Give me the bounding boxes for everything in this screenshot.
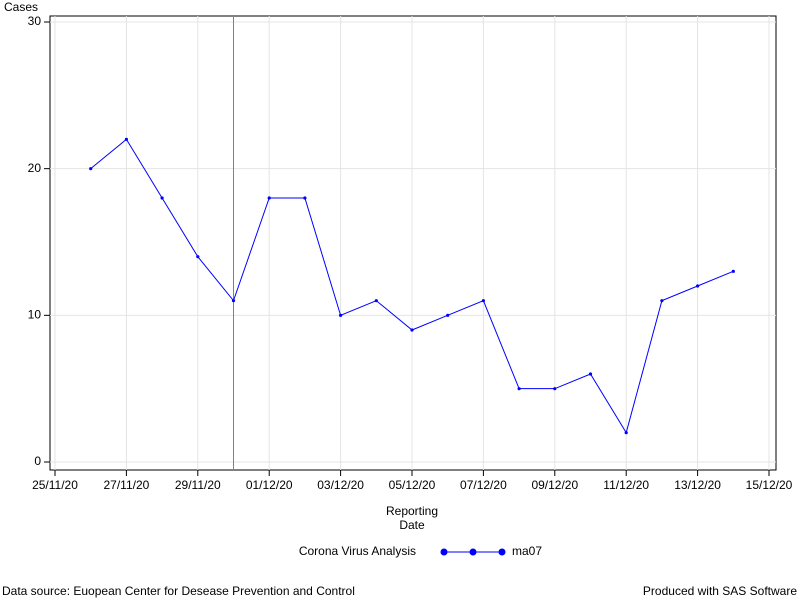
y-tick-label: 30 [28,14,42,28]
data-point [553,387,557,391]
legend-title: Corona Virus Analysis [299,544,416,558]
data-point [588,372,593,376]
y-tick-label: 10 [28,308,42,322]
x-tick-label: 01/12/20 [246,478,293,492]
data-point [303,196,307,200]
data-point [660,299,664,303]
x-tick-label: 11/12/20 [603,478,649,492]
data-point [89,167,93,171]
data-point [124,137,128,141]
data-point [160,196,164,200]
data-point [410,328,414,332]
data-point [231,299,236,303]
x-tick-label: 05/12/20 [389,478,436,492]
y-tick-label: 0 [34,454,41,468]
data-point [339,313,343,317]
data-point [624,431,628,435]
x-tick-label: 27/11/20 [103,478,149,492]
x-axis-label: Reporting Date [385,504,439,532]
x-tick-label: 07/12/20 [460,478,507,492]
y-tick-label: 20 [28,161,42,175]
data-point [517,387,521,391]
x-tick-label: 25/11/20 [32,478,78,492]
legend-marker [469,548,477,556]
legend-marker [440,548,448,556]
x-tick-label: 15/12/20 [746,478,793,492]
x-tick-label: 29/11/20 [175,478,221,492]
footnote-right: Produced with SAS Software [643,584,797,598]
legend-marker [498,548,506,556]
data-point [731,269,735,273]
legend-label: ma07 [512,544,542,558]
x-tick-label: 13/12/20 [674,478,721,492]
data-point [696,284,700,288]
footnote-left: Data source: Euopean Center for Desease … [2,584,355,598]
data-point [481,299,485,303]
plot-frame [49,15,777,471]
data-point [196,255,200,259]
data-point [267,196,271,200]
x-tick-label: 09/12/20 [531,478,578,492]
data-point [374,299,378,303]
y-axis-label: Cases [4,0,38,14]
x-tick-label: 03/12/20 [317,478,364,492]
data-point [446,313,450,317]
